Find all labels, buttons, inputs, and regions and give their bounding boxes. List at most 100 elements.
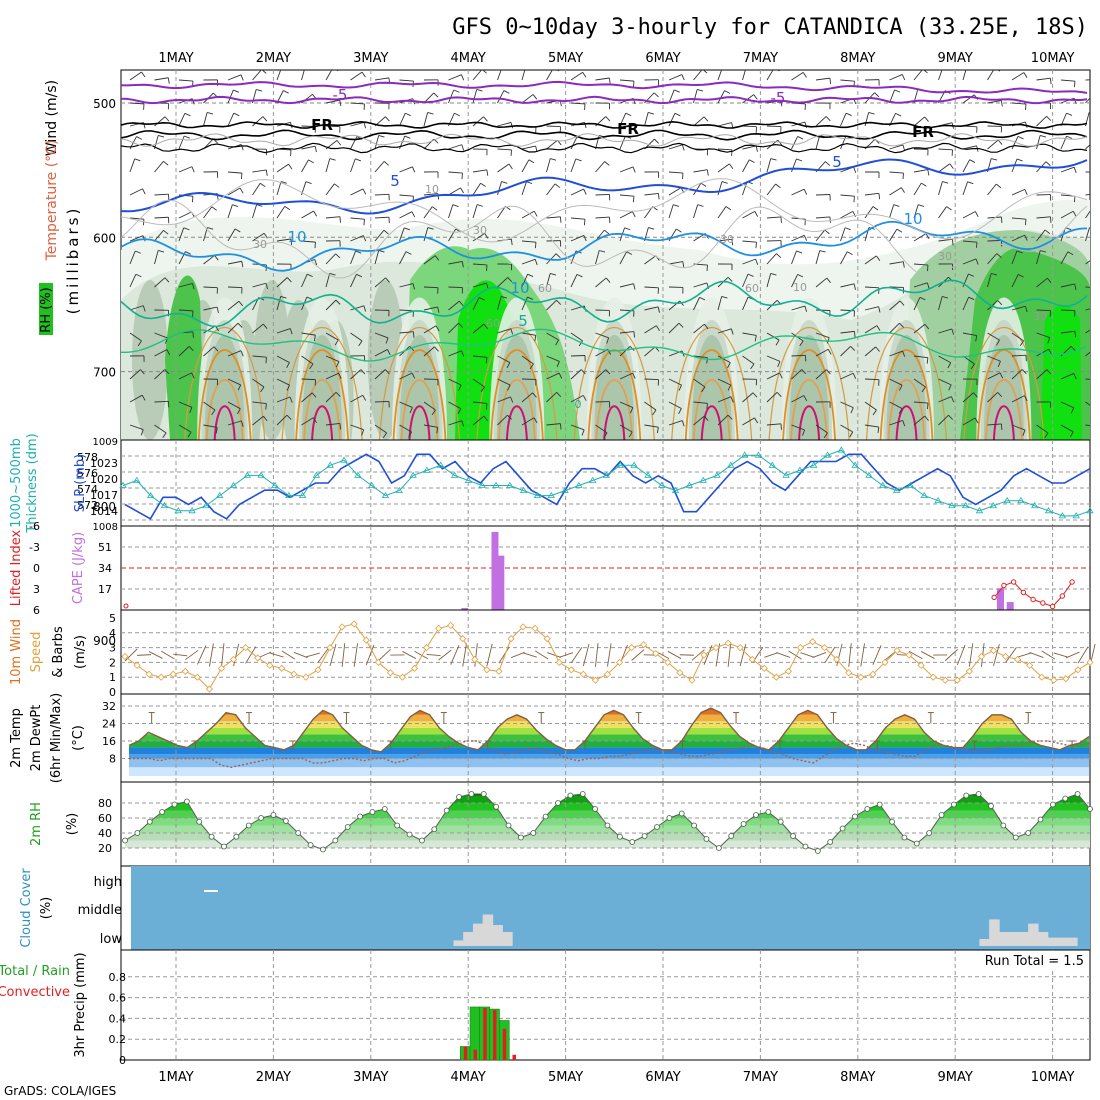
wind-barb-flag [923, 70, 928, 74]
wind-barb-flag [265, 357, 267, 364]
wind-barb-shaft [815, 116, 827, 127]
wind-barb-shaft [521, 417, 535, 426]
wind-barb-flag [919, 296, 926, 301]
wind-barb-flag [853, 196, 855, 203]
wind-barb-flag [654, 138, 659, 144]
thickness-line [122, 449, 1091, 517]
rh2m-band [125, 833, 1090, 841]
rh2m-point [765, 809, 772, 815]
wind-barb-flag [1074, 81, 1076, 88]
wind-barb-flag [681, 74, 685, 81]
wind-barb-flag [1047, 337, 1051, 344]
wind-barb-shaft [668, 187, 682, 196]
wind-barb-flag [433, 92, 439, 98]
wind-barb-shaft [717, 206, 727, 219]
wind10m-point [869, 670, 877, 678]
wind10m-barb [667, 650, 682, 660]
wind-barb-flag [158, 135, 165, 138]
rh2m-point [307, 842, 314, 848]
wind-barb-shaft [301, 70, 305, 81]
wind-barb-shaft [619, 135, 626, 150]
wind-barb-shaft [717, 122, 732, 127]
wind-barb-shaft [154, 332, 168, 339]
wind-barb-shaft [350, 424, 364, 431]
rh2m-point [196, 818, 203, 825]
wind-barb-flag [164, 116, 170, 122]
wind-barb-flag [1044, 229, 1051, 234]
wind-barb-flag [412, 283, 415, 290]
wind-barb-flag [184, 112, 191, 117]
wind-barb-shaft [1085, 144, 1090, 150]
wind-barb-shaft [987, 423, 1002, 426]
wind-barb-shaft [840, 330, 855, 334]
rh2m-point [332, 837, 339, 844]
wind-barb-flag [775, 183, 781, 189]
wind-barb-flag [282, 67, 288, 69]
wind-barb-flag [1096, 347, 1100, 352]
wind-barb-flag [1096, 139, 1100, 143]
wind10m-barb [462, 643, 467, 667]
wind-barb-flag [1046, 369, 1052, 375]
rh-legend-swatch [39, 283, 53, 335]
wind-barb-flag [974, 211, 979, 218]
lifted-index-point [991, 594, 997, 601]
wind-barb-flag [943, 67, 949, 69]
wind-barb-shaft [276, 238, 291, 242]
wind10m-barb [691, 649, 705, 661]
wind-barb-flag [335, 70, 339, 72]
wind-barb-flag [461, 74, 465, 81]
wind-barb-flag [510, 328, 514, 335]
wind-barb-flag [453, 89, 460, 93]
contour-label: 10 [287, 228, 306, 246]
wind-barb-flag [924, 323, 930, 330]
wind-barb-flag [437, 306, 440, 313]
contour-label: 30 [720, 233, 734, 246]
rh2m-point [394, 822, 401, 829]
wind-barb-flag [703, 116, 709, 122]
wind-barb-flag [485, 357, 488, 364]
temperature-contour [121, 142, 1088, 154]
wind-barb-shaft [1011, 217, 1026, 220]
wind-barb-flag [404, 227, 410, 231]
wind-barb-flag [796, 158, 803, 162]
wind-barb-flag [1044, 432, 1049, 439]
wind-barb-flag [946, 206, 952, 211]
wind-barb-flag [926, 282, 930, 289]
wind-barb-shaft [815, 216, 830, 219]
ua-ylabel-rh: RH (%) [39, 287, 54, 332]
temp2m-ylabel-line: (°C) [71, 725, 86, 751]
wind-barb-shaft [497, 355, 511, 363]
wind-barb-flag [780, 423, 782, 430]
wind-barb-flag [434, 346, 439, 352]
wind-barb-flag [334, 183, 340, 188]
wind-barb-flag [526, 67, 532, 69]
wind10m-barb [1053, 652, 1068, 658]
wind-barb-shaft [1036, 115, 1047, 127]
wind-barb-shaft [938, 396, 952, 403]
wind-barb-shaft [693, 415, 705, 426]
wind-barb-shaft [570, 102, 585, 105]
wind10m-point [700, 651, 708, 659]
temp2m-band [129, 714, 1089, 722]
rh2m-point [988, 803, 994, 809]
top-day-label: 9MAY [938, 51, 973, 66]
wind-barb-shaft [717, 181, 723, 196]
wind-barb-flag [141, 394, 146, 401]
wind-barb-flag [508, 163, 513, 170]
wind-barb-flag [853, 331, 856, 338]
wind-barb-flag [603, 432, 608, 439]
wind-barb-flag [1066, 135, 1073, 139]
wind10m-barb [848, 643, 852, 667]
wind-barb-shaft [1011, 250, 1018, 265]
rh2m-point [616, 833, 623, 840]
rh-shade-plume [399, 335, 440, 440]
wind-barb-shaft [1085, 308, 1090, 311]
wind-barb-shaft [227, 420, 242, 426]
wind-barb-flag [1049, 78, 1052, 85]
wind-barb-shaft [668, 74, 683, 81]
thickness-point [229, 481, 238, 488]
wind-barb-shaft [1085, 286, 1090, 288]
wind-barb-shaft [325, 299, 337, 311]
wind-barb-flag [657, 306, 660, 313]
